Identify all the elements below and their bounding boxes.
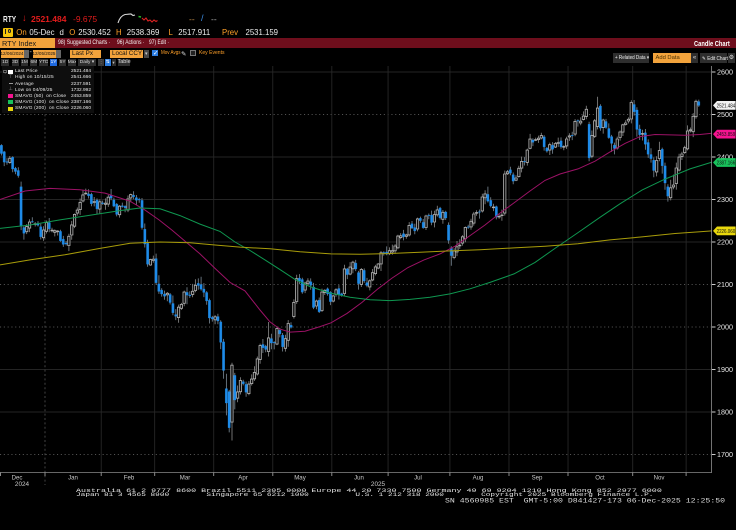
svg-text:May: May	[294, 475, 306, 482]
svg-text:Mar: Mar	[180, 475, 191, 482]
svg-text:2300: 2300	[717, 195, 733, 204]
svg-text:2600: 2600	[717, 67, 733, 76]
svg-text:2453.859: 2453.859	[717, 132, 736, 138]
svg-text:Dec: Dec	[12, 475, 23, 482]
svg-text:Feb: Feb	[124, 475, 135, 482]
svg-text:Apr: Apr	[238, 475, 247, 482]
svg-text:Aug: Aug	[473, 475, 484, 482]
svg-text:Jul: Jul	[414, 475, 422, 482]
svg-text:Sep: Sep	[532, 475, 543, 482]
svg-text:2024: 2024	[15, 481, 30, 488]
svg-text:Nov: Nov	[654, 475, 666, 482]
svg-text:Jun: Jun	[354, 475, 364, 482]
svg-text:2521.484: 2521.484	[717, 104, 736, 110]
svg-text:2387.166: 2387.166	[717, 161, 736, 167]
svg-text:2500: 2500	[717, 110, 733, 119]
svg-text:2200: 2200	[717, 237, 733, 246]
svg-text:Jan: Jan	[68, 475, 78, 482]
svg-text:2000: 2000	[717, 322, 733, 331]
svg-text:1900: 1900	[717, 365, 733, 374]
svg-text:2226.060: 2226.060	[717, 229, 736, 235]
svg-text:Oct: Oct	[595, 475, 605, 482]
svg-text:2025: 2025	[371, 481, 386, 488]
svg-text:1700: 1700	[717, 450, 733, 459]
svg-text:2400: 2400	[717, 152, 733, 161]
svg-text:2100: 2100	[717, 280, 733, 289]
svg-text:1800: 1800	[717, 407, 733, 416]
